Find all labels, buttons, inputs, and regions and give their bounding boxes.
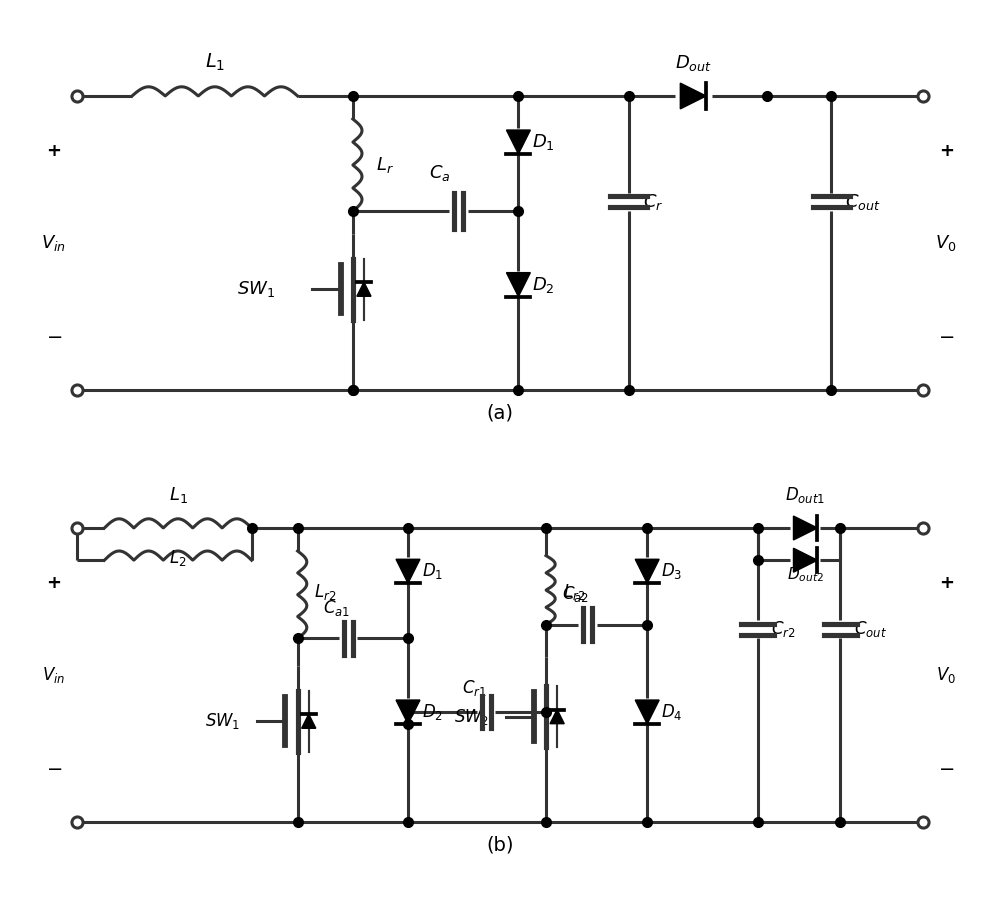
Text: (b): (b)	[486, 835, 514, 855]
Text: $V_0$: $V_0$	[935, 233, 957, 253]
Text: $C_{out}$: $C_{out}$	[854, 619, 887, 639]
Text: $L_r$: $L_r$	[376, 155, 394, 175]
Text: $-$: $-$	[46, 326, 62, 345]
Polygon shape	[357, 282, 371, 296]
Text: +: +	[46, 142, 61, 160]
Polygon shape	[506, 130, 530, 154]
Text: $SW_1$: $SW_1$	[205, 711, 241, 731]
Text: $C_r$: $C_r$	[643, 192, 663, 211]
Text: $C_{a1}$: $C_{a1}$	[323, 598, 350, 618]
Text: $L_{r2}$: $L_{r2}$	[563, 582, 585, 602]
Polygon shape	[506, 273, 530, 297]
Text: $SW_2$: $SW_2$	[454, 706, 489, 726]
Text: $C_{r1}$: $C_{r1}$	[462, 679, 487, 698]
Polygon shape	[793, 548, 817, 572]
Text: $C_{a2}$: $C_{a2}$	[562, 584, 589, 605]
Text: (a): (a)	[487, 403, 514, 423]
Text: $D_2$: $D_2$	[532, 274, 555, 294]
Text: $V_0$: $V_0$	[936, 665, 956, 685]
Text: $C_{out}$: $C_{out}$	[845, 192, 881, 211]
Text: $L_2$: $L_2$	[169, 548, 187, 568]
Text: +: +	[939, 142, 954, 160]
Text: $L_1$: $L_1$	[205, 51, 225, 73]
Text: $V_{in}$: $V_{in}$	[42, 665, 65, 685]
Text: $D_{out2}$: $D_{out2}$	[787, 565, 824, 583]
Text: $L_{r2}$: $L_{r2}$	[314, 582, 336, 602]
Text: $D_4$: $D_4$	[661, 702, 682, 722]
Text: $L_1$: $L_1$	[169, 485, 187, 505]
Text: $D_{out}$: $D_{out}$	[675, 53, 712, 73]
Polygon shape	[302, 714, 316, 728]
Text: $D_1$: $D_1$	[422, 562, 443, 581]
Text: $-$: $-$	[938, 326, 954, 345]
Polygon shape	[635, 700, 659, 724]
Text: +: +	[939, 574, 954, 592]
Text: $D_{out1}$: $D_{out1}$	[785, 485, 826, 505]
Polygon shape	[396, 700, 420, 724]
Polygon shape	[680, 83, 706, 109]
Polygon shape	[793, 516, 817, 540]
Text: $-$: $-$	[46, 758, 62, 777]
Text: $C_a$: $C_a$	[429, 164, 451, 184]
Text: $D_1$: $D_1$	[532, 132, 555, 152]
Polygon shape	[635, 559, 659, 583]
Text: $C_{r2}$: $C_{r2}$	[771, 619, 796, 639]
Text: $D_2$: $D_2$	[422, 702, 443, 722]
Text: $D_3$: $D_3$	[661, 562, 682, 581]
Polygon shape	[550, 709, 564, 724]
Text: $V_{in}$: $V_{in}$	[41, 233, 66, 253]
Text: $-$: $-$	[938, 758, 954, 777]
Polygon shape	[396, 559, 420, 583]
Text: +: +	[46, 574, 61, 592]
Text: $SW_1$: $SW_1$	[237, 279, 275, 299]
